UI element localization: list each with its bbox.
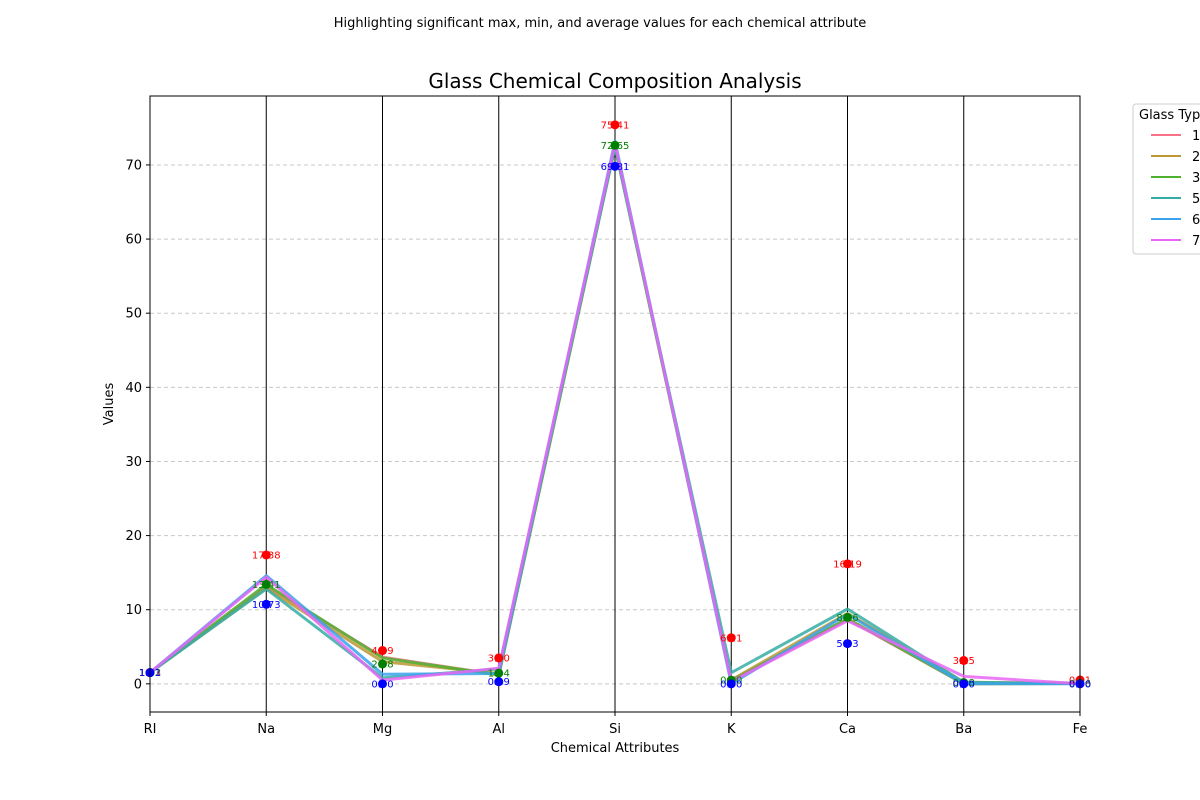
min-label-Si: 69.81 [601, 162, 630, 173]
min-label-K: 0.00 [720, 679, 742, 690]
max-label-Na: 17.38 [252, 550, 281, 561]
max-label-K: 6.21 [720, 633, 742, 644]
max-marker-Ca [843, 559, 852, 569]
avg-label-Ca: 8.96 [836, 613, 858, 624]
x-tick-label-Ba: Ba [955, 722, 972, 737]
min-marker-Al [494, 677, 504, 687]
min-label-Mg: 0.00 [371, 679, 393, 690]
min-marker-Si [610, 161, 620, 171]
legend-label-3: 3 [1192, 171, 1200, 186]
max-marker-K [726, 633, 736, 643]
x-tick-label-Mg: Mg [373, 722, 392, 737]
chart-subtitle: Highlighting significant max, min, and a… [334, 16, 867, 31]
max-marker-Si [610, 120, 620, 130]
avg-marker-Si [610, 140, 620, 150]
chart-title: Glass Chemical Composition Analysis [428, 69, 801, 93]
avg-label-Si: 72.65 [601, 141, 630, 152]
x-tick-label-RI: RI [144, 722, 157, 737]
max-marker-Na [261, 550, 271, 560]
min-marker-Na [261, 599, 271, 609]
legend-title: Glass Type [1139, 108, 1200, 123]
min-label-Na: 10.73 [252, 600, 281, 611]
x-tick-label-Al: Al [492, 722, 505, 737]
max-marker-Mg [378, 646, 387, 656]
max-label-Al: 3.50 [488, 653, 510, 664]
max-marker-Al [494, 653, 504, 663]
min-label-Ca: 5.43 [836, 639, 858, 650]
legend-items: 1 2 3 5 6 7 [1151, 129, 1200, 249]
y-tick-label-30: 30 [125, 455, 142, 470]
category-axes [149, 96, 1081, 712]
y-tick-label-70: 70 [125, 158, 142, 173]
legend-box [1132, 103, 1200, 255]
y-tick-label-40: 40 [125, 381, 142, 396]
y-tick-label-20: 20 [125, 529, 142, 544]
x-axis-label: Chemical Attributes [551, 741, 680, 756]
x-tick-label-Na: Na [257, 722, 275, 737]
max-label-Ba: 3.15 [953, 656, 975, 667]
avg-label-Al: 1.44 [488, 669, 510, 680]
avg-marker-Ca [843, 612, 852, 622]
avg-label-Na: 13.41 [252, 580, 281, 591]
max-marker-Ba [959, 655, 969, 665]
legend-label-1: 1 [1192, 129, 1200, 144]
x-tick-label-Fe: Fe [1073, 722, 1088, 737]
min-marker-Ba [959, 679, 969, 689]
x-tick-label-Ca: Ca [839, 722, 856, 737]
y-ticks: 0 10 20 30 40 50 60 70 [125, 158, 150, 692]
min-label-Al: 0.29 [488, 677, 510, 688]
legend-label-5: 5 [1192, 192, 1200, 207]
min-marker-Ca [843, 639, 852, 649]
max-label-Si: 75.41 [601, 120, 630, 131]
min-marker-Mg [378, 679, 387, 689]
x-ticks: RI Na Mg Al Si K Ca Ba Fe [144, 712, 1088, 737]
avg-label-Mg: 2.68 [371, 659, 393, 670]
avg-marker-Mg [378, 659, 387, 669]
avg-marker-Al [494, 668, 504, 678]
avg-marker-Na [261, 579, 271, 589]
legend-label-6: 6 [1192, 213, 1200, 228]
min-marker-K [726, 679, 736, 689]
max-label-Mg: 4.49 [371, 646, 393, 657]
y-tick-label-60: 60 [125, 233, 142, 248]
x-tick-label-Si: Si [609, 722, 621, 737]
y-tick-label-50: 50 [125, 307, 142, 322]
min-label-Ba: 0.00 [953, 679, 975, 690]
x-tick-label-K: K [727, 722, 736, 737]
y-tick-label-0: 0 [134, 677, 142, 692]
y-axis-label: Values [102, 383, 117, 426]
max-label-Ca: 16.19 [833, 559, 862, 570]
legend-label-7: 7 [1192, 234, 1200, 249]
legend-label-2: 2 [1192, 150, 1200, 165]
y-tick-label-10: 10 [125, 603, 142, 618]
legend: Glass Type 1 2 3 5 6 7 [1132, 103, 1200, 255]
